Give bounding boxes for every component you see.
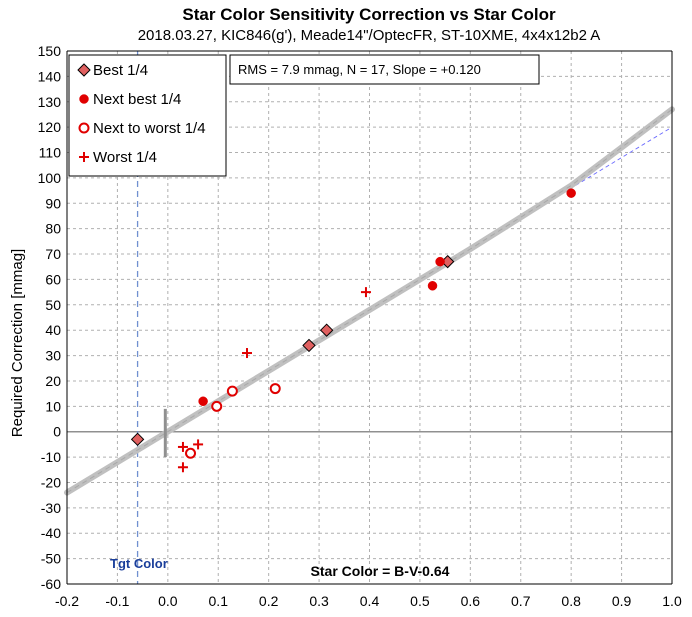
x-tick-label: 0.9 [612, 593, 632, 609]
y-tick-label: 80 [45, 221, 61, 237]
y-tick-label: 70 [45, 246, 61, 262]
x-tick-label: 0.7 [511, 593, 531, 609]
axes [66, 50, 673, 585]
stats-text: RMS = 7.9 mmag, N = 17, Slope = +0.120 [238, 62, 481, 77]
x-tick-labels: -0.2 -0.1 0.0 0.1 0.2 0.3 0.4 0.5 0.6 0.7 0.8 0.9 1.… [55, 593, 682, 609]
target-color-label: Tgt Color [110, 556, 168, 571]
legend-marker [79, 152, 89, 162]
fit-curve-center [66, 109, 673, 494]
data-point [360, 287, 371, 298]
legend-label: Worst 1/4 [93, 149, 157, 166]
y-tick-label: 150 [38, 43, 62, 59]
x-tick-label: 0.6 [461, 593, 481, 609]
data-point [185, 447, 197, 459]
legend: Best 1/4 Next best 1/4 Next to worst 1/4 Wo… [68, 54, 227, 177]
y-tick-labels: 1501401301201101009080706050403020100-10… [38, 43, 62, 592]
stats-box: RMS = 7.9 mmag, N = 17, Slope = +0.120 [229, 54, 540, 85]
chart-title: Star Color Sensitivity Correction vs Sta… [182, 5, 556, 24]
x-tick-label: 0.5 [410, 593, 430, 609]
y-tick-label: 130 [38, 94, 62, 110]
y-tick-label: 0 [53, 424, 61, 440]
legend-marker [77, 63, 91, 77]
y-tick-label: 110 [39, 145, 62, 161]
x-tick-label: 0.1 [209, 593, 229, 609]
y-tick-label: 120 [38, 119, 62, 135]
y-tick-label: -10 [41, 449, 61, 465]
data-points [130, 188, 576, 473]
y-tick-label: 40 [45, 322, 61, 338]
legend-label: Next best 1/4 [93, 91, 181, 108]
y-tick-label: 20 [45, 373, 61, 389]
x-axis-label: Star Color = B-V-0.64 [311, 563, 450, 579]
legend-marker [79, 94, 89, 104]
legend-label: Best 1/4 [93, 62, 148, 79]
y-tick-label: 100 [38, 170, 62, 186]
data-point [241, 348, 252, 359]
legend-label: Next to worst 1/4 [93, 120, 206, 137]
x-tick-label: -0.2 [55, 593, 79, 609]
y-tick-label: -60 [41, 576, 61, 592]
legend-box [68, 54, 227, 177]
y-tick-label: -40 [41, 525, 61, 541]
legend-marker [78, 122, 90, 134]
y-tick-label: -20 [41, 474, 61, 490]
y-tick-label: 60 [45, 271, 61, 287]
chart-subtitle: 2018.03.27, KIC846(g'), Meade14"/OptecFR… [138, 27, 601, 44]
data-point [226, 385, 238, 397]
data-point [198, 396, 208, 407]
y-tick-label: -30 [41, 500, 61, 516]
y-tick-label: 10 [45, 398, 61, 414]
y-tick-label: 30 [45, 348, 61, 364]
data-point [177, 462, 188, 473]
y-tick-label: 50 [45, 297, 61, 313]
y-tick-label: 90 [45, 195, 61, 211]
x-tick-label: 0.8 [561, 593, 581, 609]
x-tick-label: 0.3 [309, 593, 329, 609]
y-tick-label: -50 [41, 551, 61, 567]
data-point [130, 432, 145, 447]
x-tick-label: 0.4 [360, 593, 380, 609]
x-tick-label: 1.0 [662, 593, 682, 609]
data-point [177, 441, 188, 452]
data-point [302, 338, 316, 353]
y-tick-label: 140 [38, 68, 62, 84]
y-axis-label: Required Correction [mmag] [9, 249, 26, 437]
x-tick-label: 0.2 [259, 593, 279, 609]
data-point [427, 281, 438, 291]
x-tick-label: -0.1 [105, 593, 129, 609]
data-point [193, 439, 204, 450]
curves [64, 51, 675, 584]
data-point [435, 256, 445, 267]
data-point [269, 383, 281, 395]
data-point [211, 400, 223, 412]
data-point [566, 188, 576, 198]
x-tick-label: 0.0 [158, 593, 178, 609]
data-point [319, 323, 334, 337]
